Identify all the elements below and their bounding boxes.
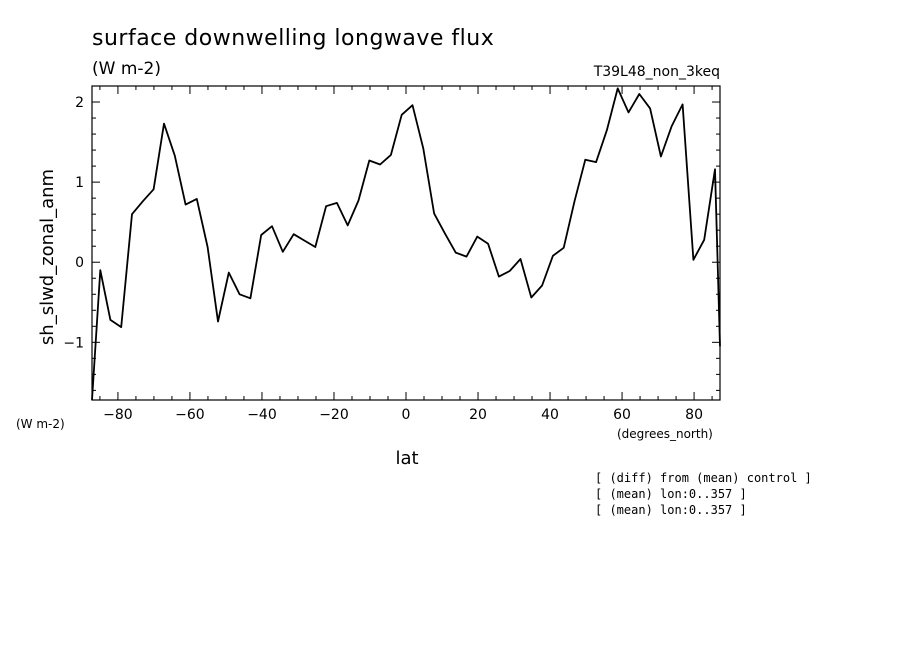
x-tick-label: −80 (103, 407, 133, 423)
x-tick-label: 60 (613, 407, 631, 423)
y-tick-label: 0 (75, 255, 84, 271)
x-units-label: (degrees_north) (617, 427, 713, 441)
x-tick-labels: −80 −60 −40 −20 0 20 40 60 80 (103, 407, 703, 423)
y-tick-label: 1 (75, 175, 84, 191)
tick-marks (92, 86, 720, 400)
x-axis-label: lat (395, 448, 418, 469)
y-axis-label: sh_slwd_zonal_anm (37, 169, 58, 345)
plot-frame (91, 85, 721, 401)
x-tick-label: −40 (247, 407, 277, 423)
x-tick-label: −60 (175, 407, 205, 423)
x-tick-label: −20 (319, 407, 349, 423)
series-line (91, 87, 721, 401)
note-mean-lon-1: [ (mean) lon:0..357 ] (595, 487, 747, 501)
y-tick-label: −1 (63, 335, 84, 351)
x-tick-label: 80 (685, 407, 703, 423)
y-units-label: (W m-2) (16, 417, 65, 431)
x-tick-label: 40 (541, 407, 559, 423)
units-label: (W m-2) (92, 59, 161, 79)
x-tick-label: 0 (402, 407, 411, 423)
x-tick-label: 20 (469, 407, 487, 423)
note-mean-lon-2: [ (mean) lon:0..357 ] (595, 503, 747, 517)
y-tick-label: 2 (75, 95, 84, 111)
y-tick-labels: −1 0 1 2 (63, 95, 84, 351)
run-label: T39L48_non_3keq (593, 64, 720, 80)
note-diff: [ (diff) from (mean) control ] (595, 471, 812, 485)
chart-title: surface downwelling longwave flux (92, 26, 494, 51)
